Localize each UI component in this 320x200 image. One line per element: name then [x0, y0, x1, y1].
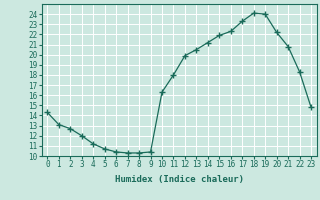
X-axis label: Humidex (Indice chaleur): Humidex (Indice chaleur) [115, 175, 244, 184]
